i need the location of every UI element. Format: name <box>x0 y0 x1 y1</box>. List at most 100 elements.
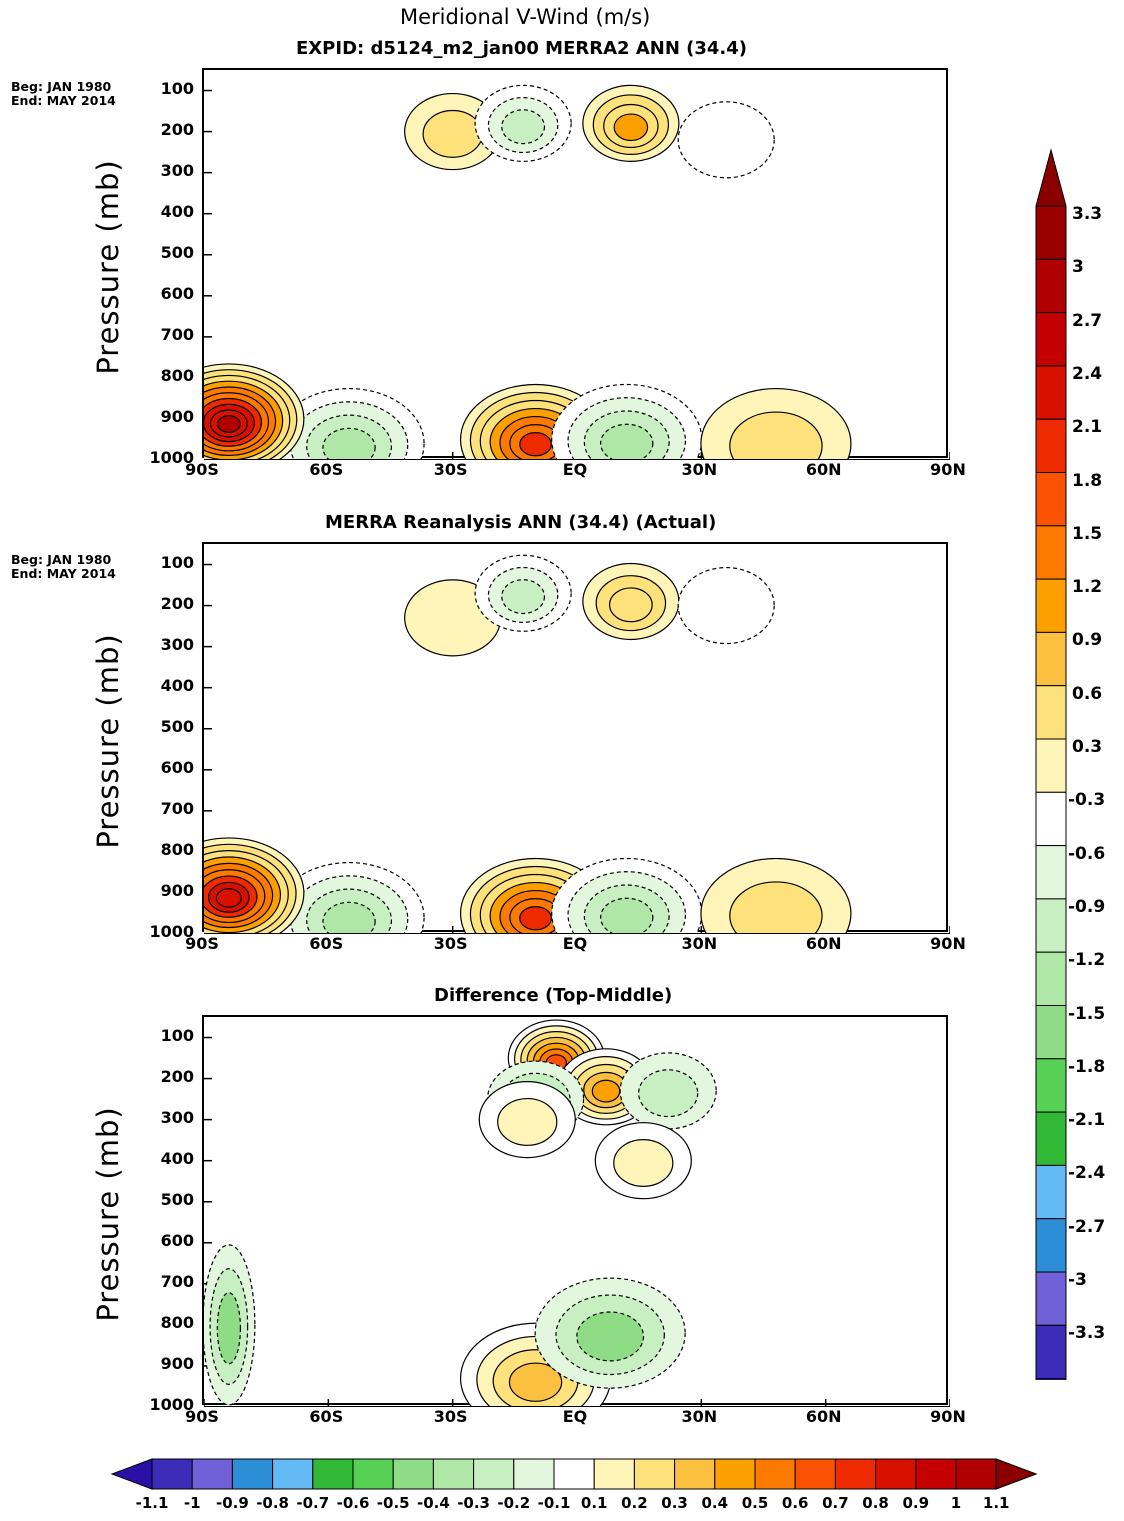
plot-baseline <box>204 933 950 934</box>
vertical-colorbar-label: 1.5 <box>1072 523 1103 544</box>
plot-baseline <box>204 459 950 460</box>
colorbar-swatch <box>1035 1111 1067 1166</box>
panel-3-y-tick: 600 <box>160 1230 194 1250</box>
vertical-colorbar-label: 0.9 <box>1072 630 1103 651</box>
contour-negative <box>501 579 546 615</box>
contour-negative <box>638 1069 699 1118</box>
panel-3-y-tick: 800 <box>160 1312 194 1332</box>
panel-2-y-tick: 500 <box>160 716 194 736</box>
colorbar-swatch <box>1035 205 1067 260</box>
panel-1-y-tick: 300 <box>160 160 194 180</box>
colorbar-swatch <box>1035 845 1067 900</box>
panel-2-x-tick: 30N <box>681 934 718 953</box>
panel-3-x-tick: 30S <box>433 1407 468 1426</box>
hcolorbar-swatch <box>794 1458 836 1490</box>
hcolorbar-swatch <box>231 1458 274 1490</box>
panel-2-x-tick: EQ <box>562 934 588 953</box>
panel-3-contours <box>204 1019 950 1407</box>
vertical-colorbar-label: 2.4 <box>1072 363 1103 384</box>
vertical-colorbar-label: -1.5 <box>1068 1003 1106 1024</box>
hcolorbar-swatch <box>754 1458 796 1490</box>
colorbar-swatch <box>1035 418 1067 474</box>
horizontal-colorbar-label: -0.5 <box>376 1494 410 1512</box>
contour-negative <box>322 901 376 934</box>
panel-2-y-axis-label: Pressure (mb) <box>91 633 125 849</box>
hcolorbar-swatch <box>915 1458 957 1490</box>
panel-3-y-tick: 300 <box>160 1107 194 1127</box>
colorbar-swatch <box>1035 1324 1067 1380</box>
contour-positive <box>508 1362 563 1402</box>
panel-3-plot-area <box>202 1015 950 1407</box>
vertical-colorbar-label: 0.3 <box>1072 737 1103 757</box>
colorbar-swatch <box>1035 578 1067 633</box>
panel-3-x-tick: 90N <box>930 1407 966 1426</box>
panel-1-y-tick: 900 <box>160 406 194 426</box>
contour-negative <box>677 101 775 179</box>
panel-3-y-tick: 400 <box>160 1148 194 1168</box>
horizontal-colorbar-label: 0.1 <box>580 1494 608 1512</box>
colorbar-swatch <box>1035 898 1067 953</box>
panel-1-y-tick: 100 <box>160 78 194 98</box>
colorbar-swatch <box>1035 1271 1067 1326</box>
panel-1-y-tick: 1000 <box>149 448 194 467</box>
vertical-colorbar-label: 3.3 <box>1072 204 1103 224</box>
panel-3-y-tick: 100 <box>160 1025 194 1045</box>
panel-3-y-axis-label: Pressure (mb) <box>91 1106 125 1322</box>
colorbar-swatch <box>1035 1005 1067 1060</box>
contour-positive <box>519 432 552 457</box>
horizontal-colorbar-label: 1 <box>950 1494 962 1512</box>
panel-2-title: MERRA Reanalysis ANN (34.4) (Actual) <box>325 512 717 533</box>
plot-baseline <box>204 1406 950 1407</box>
colorbar-swatch <box>1035 472 1067 527</box>
panel-1-y-tick: 200 <box>160 119 194 139</box>
colorbar-swatch <box>1035 738 1067 793</box>
colorbar-swatch <box>1035 312 1067 367</box>
colorbar-swatch <box>1035 1058 1067 1113</box>
panel-3-y-tick: 900 <box>160 1353 194 1373</box>
colorbar-swatch <box>1035 258 1067 314</box>
contour-positive <box>613 113 649 142</box>
horizontal-colorbar-label: 0.5 <box>741 1494 769 1512</box>
contour-positive <box>216 415 241 433</box>
panel-1-x-tick: 30S <box>433 460 468 479</box>
hcolorbar-swatch <box>272 1458 314 1490</box>
contour-positive <box>729 411 823 460</box>
contour-negative <box>600 897 654 934</box>
contour-positive <box>215 888 242 908</box>
hcolorbar-swatch <box>875 1458 917 1490</box>
horizontal-colorbar-label: -1.1 <box>135 1494 169 1512</box>
colorbar-swatch <box>1035 1378 1067 1380</box>
vertical-colorbar-label: 2.7 <box>1072 310 1103 331</box>
panel-3-x-tick: EQ <box>562 1407 588 1426</box>
contour-negative <box>677 566 775 645</box>
figure-title: Meridional V-Wind (m/s) <box>400 5 651 29</box>
panel-2-y-tick: 600 <box>160 757 194 777</box>
hcolorbar-swatch <box>392 1458 434 1490</box>
panel-3-x-tick: 30N <box>681 1407 718 1426</box>
colorbar-max-arrow <box>1035 148 1067 207</box>
horizontal-colorbar-label: 0.2 <box>621 1494 648 1512</box>
hcolorbar-swatch <box>151 1458 193 1490</box>
panel-3-y-tick: 700 <box>160 1271 194 1291</box>
hcolorbar-max-arrow <box>995 1458 1038 1490</box>
horizontal-colorbar-label: -0.3 <box>457 1494 490 1512</box>
panel-2-contours <box>204 554 950 934</box>
panel-2-x-tick: 60N <box>805 934 842 953</box>
vertical-colorbar-label: -2.7 <box>1068 1216 1106 1237</box>
colorbar-swatch <box>1035 631 1067 687</box>
vertical-colorbar-label: -2.1 <box>1068 1110 1106 1131</box>
horizontal-colorbar-label: -0.6 <box>336 1494 370 1512</box>
vertical-colorbar-label: 3 <box>1072 257 1084 278</box>
vertical-colorbar-label: -0.6 <box>1068 843 1106 864</box>
panel-2-x-tick: 90N <box>930 934 966 953</box>
panel-1-x-tick: 60S <box>309 460 344 479</box>
panel-1-end-label: End: MAY 2014 <box>11 93 116 108</box>
contour-positive <box>591 1079 621 1103</box>
horizontal-colorbar-label: -0.7 <box>296 1494 330 1512</box>
panel-2-y-tick: 400 <box>160 675 194 695</box>
hcolorbar-swatch <box>714 1458 756 1490</box>
vertical-colorbar-label: -1.2 <box>1068 950 1106 971</box>
vertical-colorbar <box>1035 148 1067 1380</box>
hcolorbar-min-arrow <box>110 1458 153 1490</box>
vertical-colorbar-label: -3.3 <box>1068 1323 1106 1344</box>
